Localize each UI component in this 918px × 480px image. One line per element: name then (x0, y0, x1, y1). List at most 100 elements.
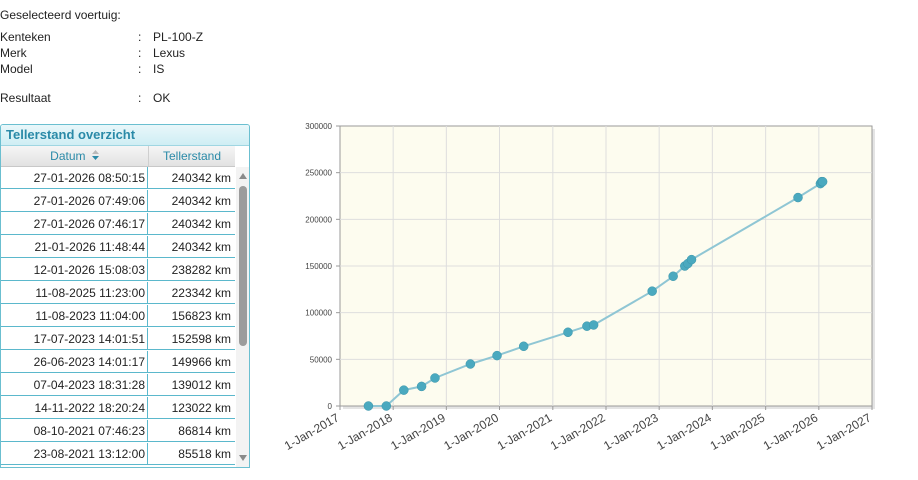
y-tick-label: 100000 (305, 309, 332, 318)
cell-tellerstand: 123022 km (171, 401, 231, 415)
data-point (647, 286, 657, 296)
table-row[interactable]: 27-01-2026 08:50:15 240342 km (1, 167, 235, 189)
data-point (793, 192, 803, 203)
data-point (817, 176, 828, 187)
cell-tellerstand: 85518 km (178, 447, 231, 461)
data-point (668, 271, 678, 282)
x-tick-label: 1-Jan-2018 (335, 410, 395, 453)
x-tick-label: 1-Jan-2021 (495, 410, 555, 453)
scrollbar-thumb[interactable] (239, 186, 247, 346)
x-tick-label: 1-Jan-2019 (388, 410, 448, 453)
cell-datum: 27-01-2026 07:46:17 (1, 213, 148, 235)
cell-datum: 14-11-2022 18:20:24 (1, 397, 148, 419)
cell-tellerstand: 152598 km (171, 332, 231, 346)
vertical-scrollbar[interactable] (236, 167, 249, 467)
odometer-chart: 0 50000 100000 150000 200000 250000 300000 1-Ja… (282, 122, 875, 453)
panel-title: Tellerstand overzicht (1, 125, 249, 146)
cell-datum: 27-01-2026 08:50:15 (1, 167, 148, 189)
cell-datum: 12-01-2026 15:08:03 (1, 259, 148, 281)
field-separator: : (138, 30, 142, 44)
data-point (518, 341, 529, 352)
table-row[interactable]: 27-01-2026 07:46:17 240342 km (1, 213, 235, 235)
cell-tellerstand: 156823 km (171, 309, 231, 323)
table-row[interactable]: 17-07-2023 14:01:51 152598 km (1, 328, 235, 350)
data-point (588, 320, 599, 330)
cell-datum: 07-04-2023 18:31:28 (1, 374, 148, 396)
y-tick-label: 200000 (305, 215, 332, 224)
column-header-tellerstand-label: Tellerstand (162, 149, 222, 163)
x-tick-label: 1-Jan-2027 (814, 410, 874, 453)
cell-datum: 27-01-2026 07:49:06 (1, 190, 148, 212)
scroll-down-icon[interactable] (239, 455, 247, 461)
column-header-datum[interactable]: Datum (1, 146, 149, 166)
field-kenteken: Kenteken : PL-100-Z (0, 30, 260, 46)
field-label: Model (0, 62, 33, 76)
data-point (563, 327, 573, 338)
cell-tellerstand: 240342 km (171, 240, 231, 254)
x-tick-label: 1-Jan-2017 (282, 410, 342, 453)
field-merk: Merk : Lexus (0, 46, 260, 62)
table-row[interactable]: 11-08-2025 11:23:00 223342 km (1, 282, 235, 304)
cell-tellerstand: 240342 km (171, 171, 231, 185)
data-point (686, 254, 697, 265)
x-tick-label: 1-Jan-2020 (441, 410, 501, 453)
cell-tellerstand: 238282 km (171, 263, 231, 277)
x-tick-label: 1-Jan-2024 (654, 410, 714, 453)
x-tick-label: 1-Jan-2022 (548, 410, 608, 453)
table-row[interactable]: 26-06-2023 14:01:17 149966 km (1, 351, 235, 373)
cell-tellerstand: 240342 km (171, 194, 231, 208)
table-row[interactable]: 27-01-2026 07:49:06 240342 km (1, 190, 235, 212)
data-point (399, 385, 409, 395)
field-value: Lexus (153, 46, 186, 60)
y-tick-label: 0 (328, 402, 333, 411)
field-label: Merk (0, 46, 27, 60)
table-header: Datum Tellerstand (1, 146, 235, 167)
x-tick-label: 1-Jan-2023 (601, 410, 661, 453)
cell-tellerstand: 149966 km (171, 355, 231, 369)
cell-datum: 21-01-2026 11:48:44 (1, 236, 148, 258)
y-tick-label: 50000 (310, 355, 333, 364)
table-row[interactable]: 12-01-2026 15:08:03 238282 km (1, 259, 235, 281)
data-point (465, 359, 476, 369)
y-tick-label: 150000 (305, 262, 332, 271)
cell-tellerstand: 86814 km (178, 424, 231, 438)
data-point (416, 381, 427, 392)
table-row[interactable]: 08-10-2021 07:46:23 86814 km (1, 420, 235, 442)
x-tick-label: 1-Jan-2026 (761, 410, 821, 453)
cell-tellerstand: 139012 km (171, 378, 231, 392)
table-row[interactable]: 14-11-2022 18:20:24 123022 km (1, 397, 235, 419)
column-header-tellerstand[interactable]: Tellerstand (149, 146, 235, 166)
odometer-overview-panel: Tellerstand overzicht Datum Tellerstand … (0, 124, 250, 468)
field-separator: : (138, 46, 142, 60)
field-model: Model : IS (0, 62, 260, 78)
y-tick-label: 250000 (305, 169, 332, 178)
field-value: OK (153, 91, 171, 105)
table-row[interactable]: 21-01-2026 11:48:44 240342 km (1, 236, 235, 258)
cell-datum: 23-08-2021 13:12:00 (1, 443, 148, 465)
field-label: Kenteken (0, 30, 51, 44)
field-separator: : (138, 62, 142, 76)
column-header-datum-label: Datum (50, 149, 86, 163)
x-tick-label: 1-Jan-2025 (708, 410, 768, 453)
cell-datum: 17-07-2023 14:01:51 (1, 328, 148, 350)
table-row[interactable]: 11-08-2023 11:04:00 156823 km (1, 305, 235, 327)
scroll-up-icon[interactable] (239, 173, 247, 179)
data-point (363, 401, 374, 411)
table-row[interactable]: 07-04-2023 18:31:28 139012 km (1, 374, 235, 396)
cell-tellerstand: 223342 km (171, 286, 231, 300)
cell-datum: 11-08-2025 11:23:00 (1, 282, 148, 304)
field-value: IS (153, 62, 165, 76)
sort-icon (91, 150, 99, 161)
y-tick-label: 300000 (305, 122, 332, 131)
cell-datum: 08-10-2021 07:46:23 (1, 420, 148, 442)
data-point (381, 401, 392, 411)
cell-datum: 26-06-2023 14:01:17 (1, 351, 148, 373)
cell-tellerstand: 240342 km (171, 217, 231, 231)
field-separator: : (138, 91, 142, 105)
cell-datum: 11-08-2023 11:04:00 (1, 305, 148, 327)
data-point (430, 373, 440, 383)
data-point (492, 350, 502, 361)
vehicle-info-title: Geselecteerd voertuig: (0, 8, 121, 22)
table-row[interactable]: 23-08-2021 13:12:00 85518 km (1, 443, 235, 465)
field-resultaat: Resultaat : OK (0, 91, 260, 107)
